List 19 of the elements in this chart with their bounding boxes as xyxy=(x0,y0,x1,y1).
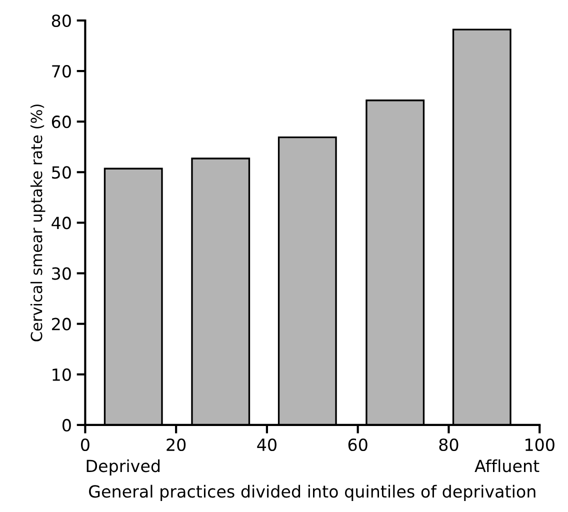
y-tick-label: 80 xyxy=(52,14,71,28)
x-tick-label: 0 xyxy=(80,438,90,452)
y-tick-label: 30 xyxy=(52,267,71,280)
text: Affluent xyxy=(474,459,540,472)
text: Deprived xyxy=(86,459,160,476)
x-tick-label: 60 xyxy=(348,438,368,452)
y-tick-label: 40 xyxy=(52,216,71,230)
y-tick-label: 50 xyxy=(52,166,71,179)
y-tick-label: 0 xyxy=(62,418,71,432)
y-tick-label: 60 xyxy=(52,116,71,128)
x-axis-title: General practices divided into quintiles of deprivation xyxy=(89,484,536,501)
x-tick-label: 20 xyxy=(166,438,186,452)
x-tick-label: 80 xyxy=(439,438,458,452)
y-axis-title: Cervical smear uptake rate (%) xyxy=(30,104,46,342)
y-tick-label: 20 xyxy=(52,318,71,330)
y-tick-label: 70 xyxy=(52,65,71,78)
y-tick-label: 10 xyxy=(52,368,71,381)
x-tick-label: 40 xyxy=(257,438,276,452)
x-tick-label: 100 xyxy=(526,438,554,452)
